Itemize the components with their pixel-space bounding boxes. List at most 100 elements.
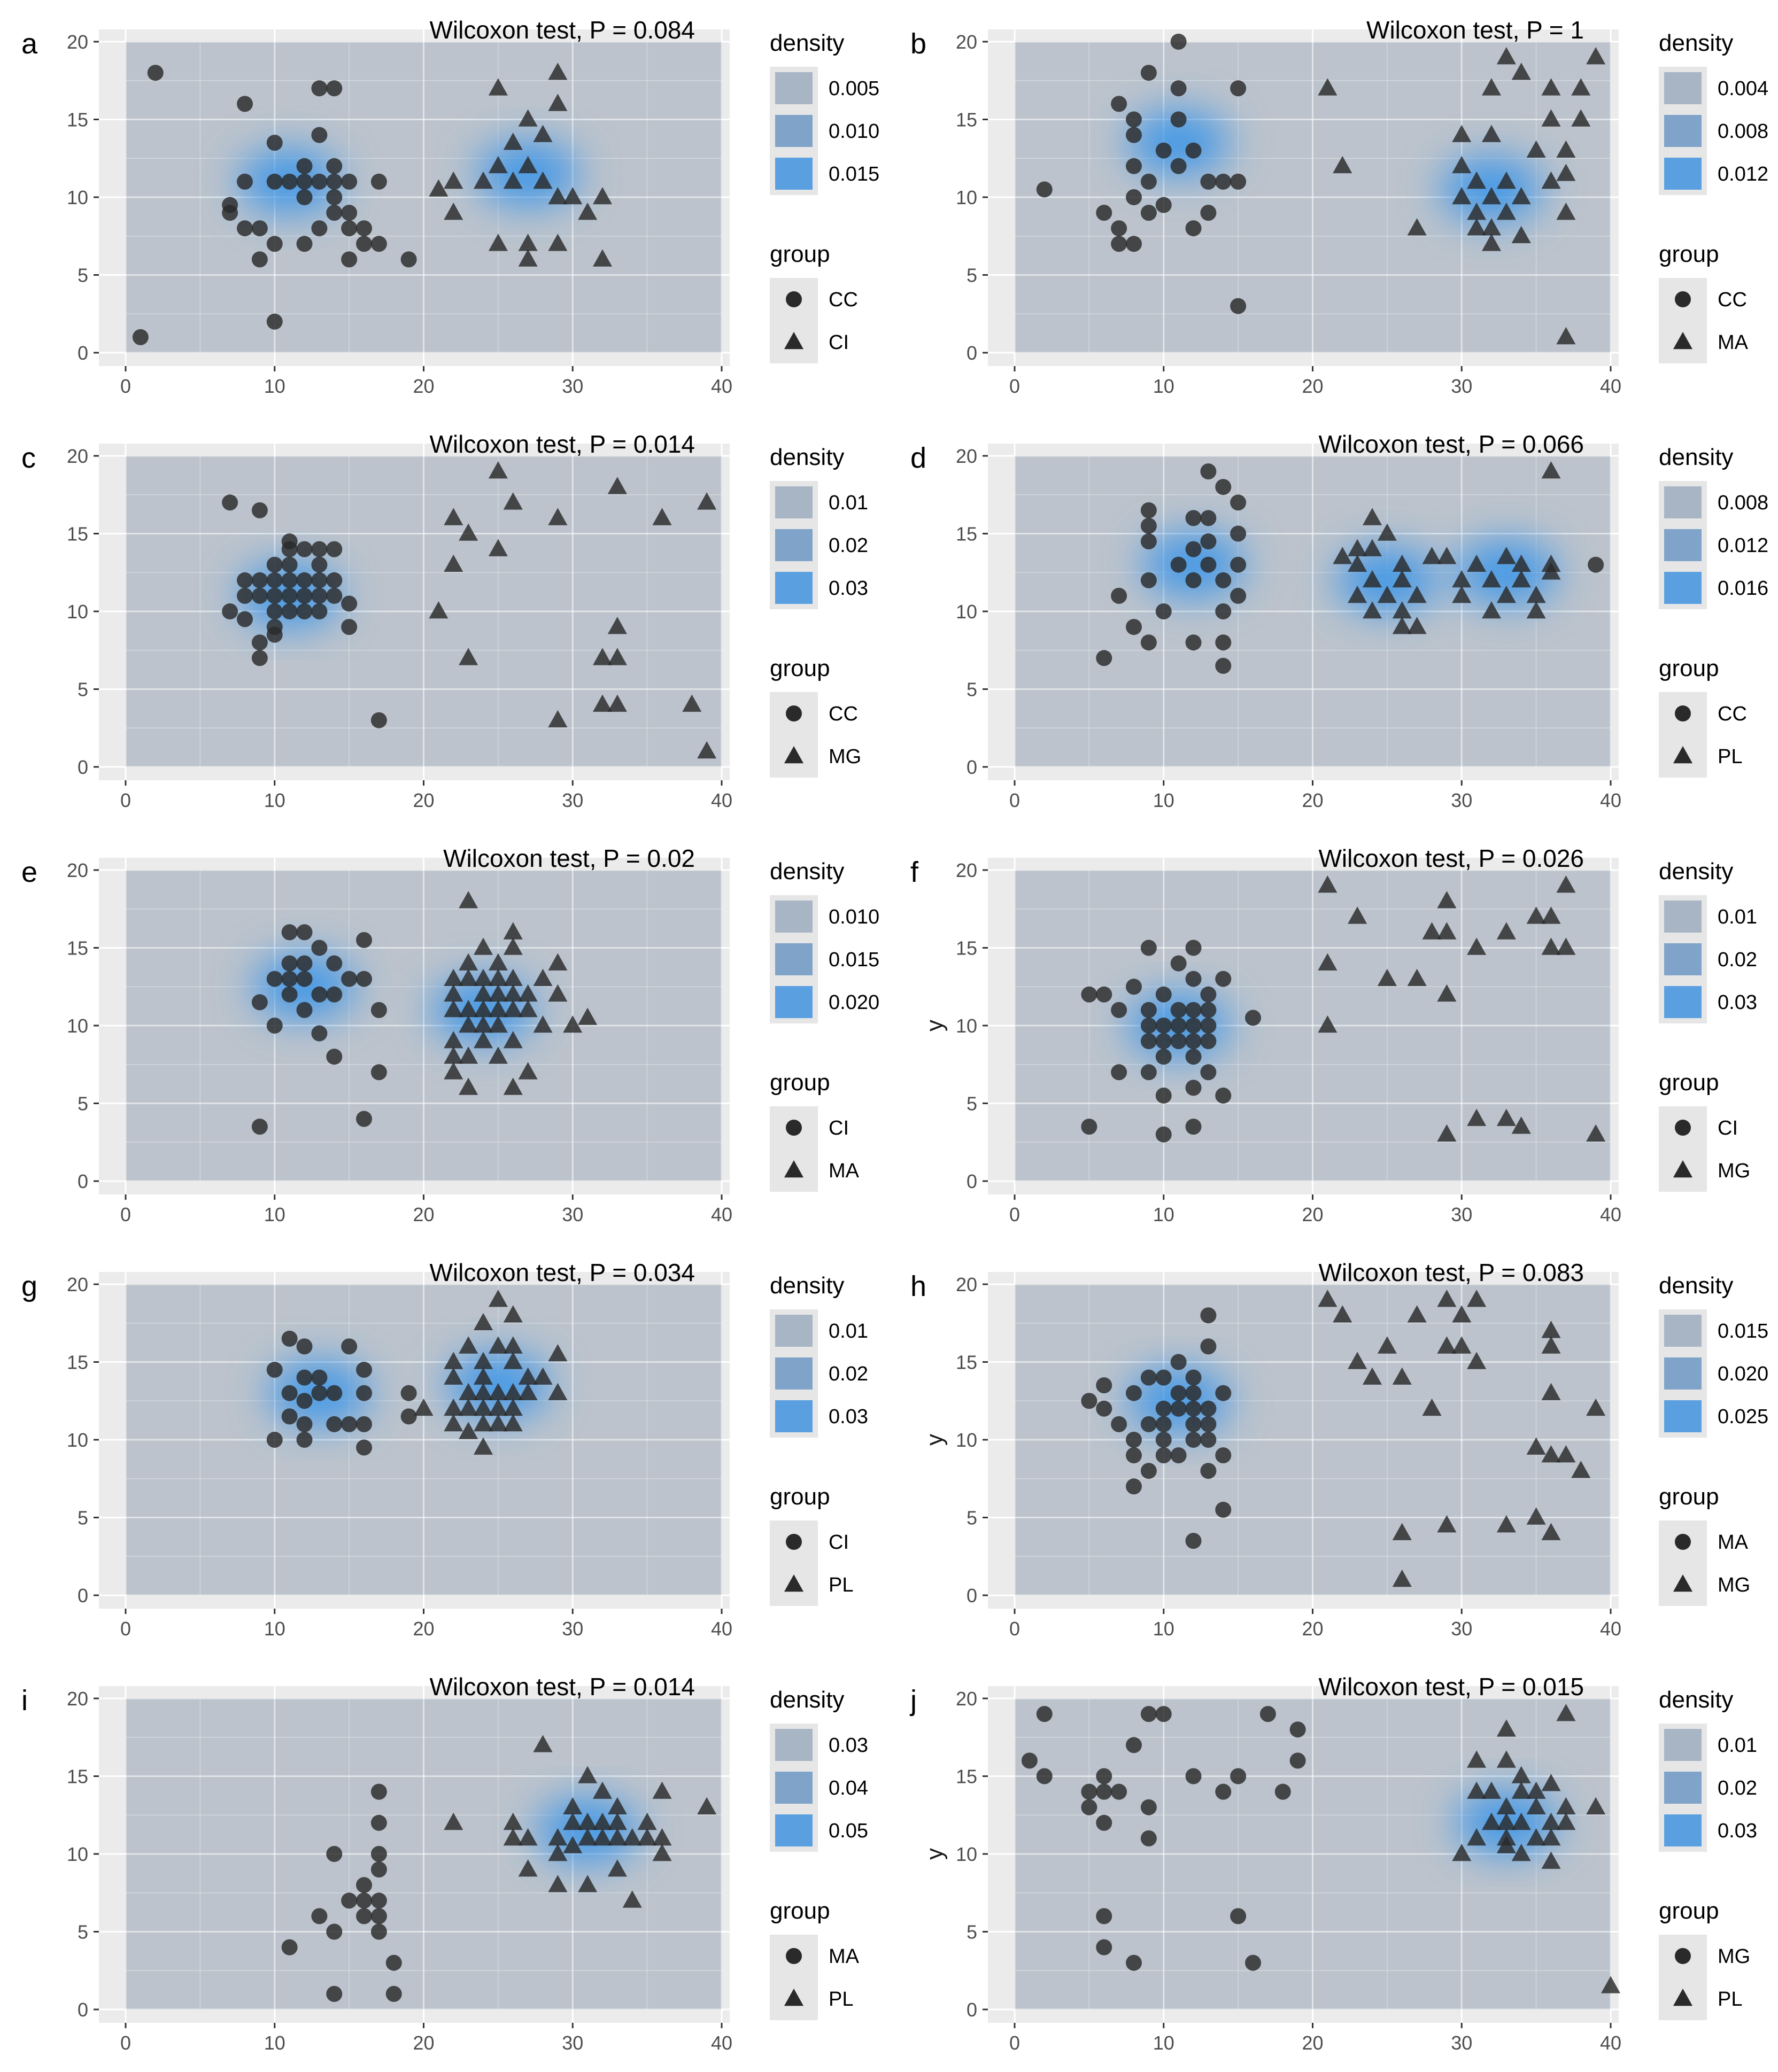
point-circle-CC	[311, 80, 328, 97]
point-triangle-PL	[1362, 539, 1382, 556]
point-triangle-PL	[1601, 1976, 1621, 1993]
point-triangle-PL	[578, 1828, 598, 1846]
point-triangle-PL	[1348, 554, 1367, 572]
point-circle-CC	[1140, 65, 1157, 81]
point-triangle-PL	[1541, 461, 1561, 479]
x-tick-label: 10	[264, 1618, 285, 1640]
y-tick-label: 15	[67, 523, 88, 545]
point-triangle-PL	[533, 1735, 553, 1752]
point-circle-CI	[266, 1362, 283, 1378]
point-triangle-MG	[682, 694, 702, 712]
y-tick-label: 5	[967, 679, 977, 701]
point-circle-CC	[370, 712, 387, 728]
point-circle-CC	[251, 634, 268, 651]
point-circle-MA	[1185, 1416, 1202, 1432]
point-circle-CC	[326, 189, 343, 205]
point-circle-MA	[1155, 1432, 1172, 1448]
legend-density-title: density	[770, 1272, 844, 1299]
point-triangle-PL	[1392, 570, 1412, 588]
point-triangle-PL	[1362, 601, 1382, 619]
y-tick-label: 5	[78, 265, 88, 286]
point-circle-CC	[400, 251, 417, 268]
legend-density-label: 0.015	[829, 163, 879, 185]
point-triangle-PL	[459, 1336, 478, 1354]
point-triangle-PL	[592, 1812, 613, 1830]
x-tick-label: 30	[1451, 1204, 1472, 1225]
y-tick-label: 15	[956, 937, 977, 959]
legend-density-swatch	[1664, 1729, 1702, 1761]
point-circle-MG	[1096, 1908, 1112, 1924]
point-triangle-MA	[1452, 156, 1472, 174]
y-tick-label: 15	[67, 109, 88, 131]
point-triangle-MA	[518, 1062, 538, 1080]
point-circle-CI	[356, 1111, 372, 1127]
point-circle-CC	[1185, 220, 1202, 237]
point-circle-CI	[281, 986, 298, 1003]
point-triangle-PL	[652, 1844, 672, 1861]
point-circle-MA	[1155, 1416, 1172, 1432]
point-circle-CC	[341, 619, 358, 635]
x-tick-label: 10	[1153, 1618, 1174, 1640]
point-triangle-PL	[1511, 1766, 1531, 1783]
point-circle-MG	[1081, 1799, 1097, 1815]
x-tick-label: 20	[413, 1204, 434, 1225]
point-triangle-MA	[1452, 187, 1472, 205]
point-circle-CI	[296, 971, 313, 987]
point-triangle-MG	[1437, 1124, 1457, 1142]
legend-group-title: group	[1659, 1484, 1719, 1510]
axis-ticks	[983, 1697, 1612, 2028]
point-circle-CC	[1140, 572, 1157, 588]
legend-density-swatch	[1664, 529, 1702, 561]
point-circle-CC	[1155, 142, 1172, 159]
point-circle-CC	[1140, 533, 1157, 550]
point-triangle-PL	[1496, 1797, 1516, 1814]
point-circle-CC	[311, 603, 328, 619]
point-triangle-CI	[518, 234, 538, 251]
point-triangle-MG	[1467, 1352, 1487, 1369]
legend-circle-icon	[786, 1534, 802, 1550]
legend-density-swatch	[775, 1772, 813, 1804]
point-circle-CI	[251, 1119, 268, 1135]
y-tick-label: 15	[67, 1766, 88, 1788]
y-tick-label: 10	[956, 1015, 977, 1037]
point-circle-CC	[296, 189, 313, 205]
point-triangle-PL	[578, 1812, 598, 1830]
point-triangle-MG	[607, 648, 627, 665]
point-triangle-PL	[1348, 539, 1367, 556]
point-circle-CC	[1111, 236, 1127, 252]
point-circle-CC	[1200, 205, 1217, 221]
legend-density-swatch	[1664, 158, 1702, 190]
point-triangle-PL	[563, 1812, 583, 1830]
point-circle-CI	[1111, 1064, 1127, 1081]
point-circle-CI	[1155, 1018, 1172, 1034]
point-circle-MG	[1126, 1954, 1142, 1971]
legend-density-label: 0.01	[829, 492, 868, 514]
point-triangle-MG	[444, 554, 463, 572]
panel-title: Wilcoxon test, P = 0.083	[1319, 1259, 1584, 1286]
point-circle-CI	[311, 1385, 328, 1401]
point-triangle-PL	[1481, 1781, 1502, 1799]
y-tick-label: 10	[67, 1843, 88, 1865]
points	[1081, 875, 1606, 1143]
point-circle-CC	[1185, 572, 1202, 588]
point-circle-MG	[1230, 1908, 1247, 1924]
point-triangle-MG	[1541, 1321, 1561, 1338]
point-triangle-MA	[518, 984, 538, 1002]
point-triangle-PL	[637, 1828, 657, 1846]
legend-density-swatch	[1664, 1772, 1702, 1804]
point-triangle-MG	[1437, 922, 1457, 940]
point-circle-CI	[1111, 1002, 1127, 1018]
legend-density-swatch	[1664, 72, 1702, 104]
point-circle-CC	[296, 236, 313, 252]
point-circle-CI	[1170, 1018, 1187, 1034]
point-circle-MA	[1111, 1416, 1127, 1432]
x-tick-label: 30	[1451, 1618, 1472, 1640]
legend-density-label: 0.008	[1718, 492, 1768, 514]
point-circle-CI	[281, 924, 298, 941]
point-triangle-PL	[1392, 601, 1412, 619]
legend-density-swatch	[775, 943, 813, 975]
point-triangle-MA	[473, 1015, 493, 1033]
y-tick-label: 5	[78, 1921, 88, 1943]
point-triangle-PL	[622, 1890, 642, 1908]
legend-density-swatch	[775, 529, 813, 561]
